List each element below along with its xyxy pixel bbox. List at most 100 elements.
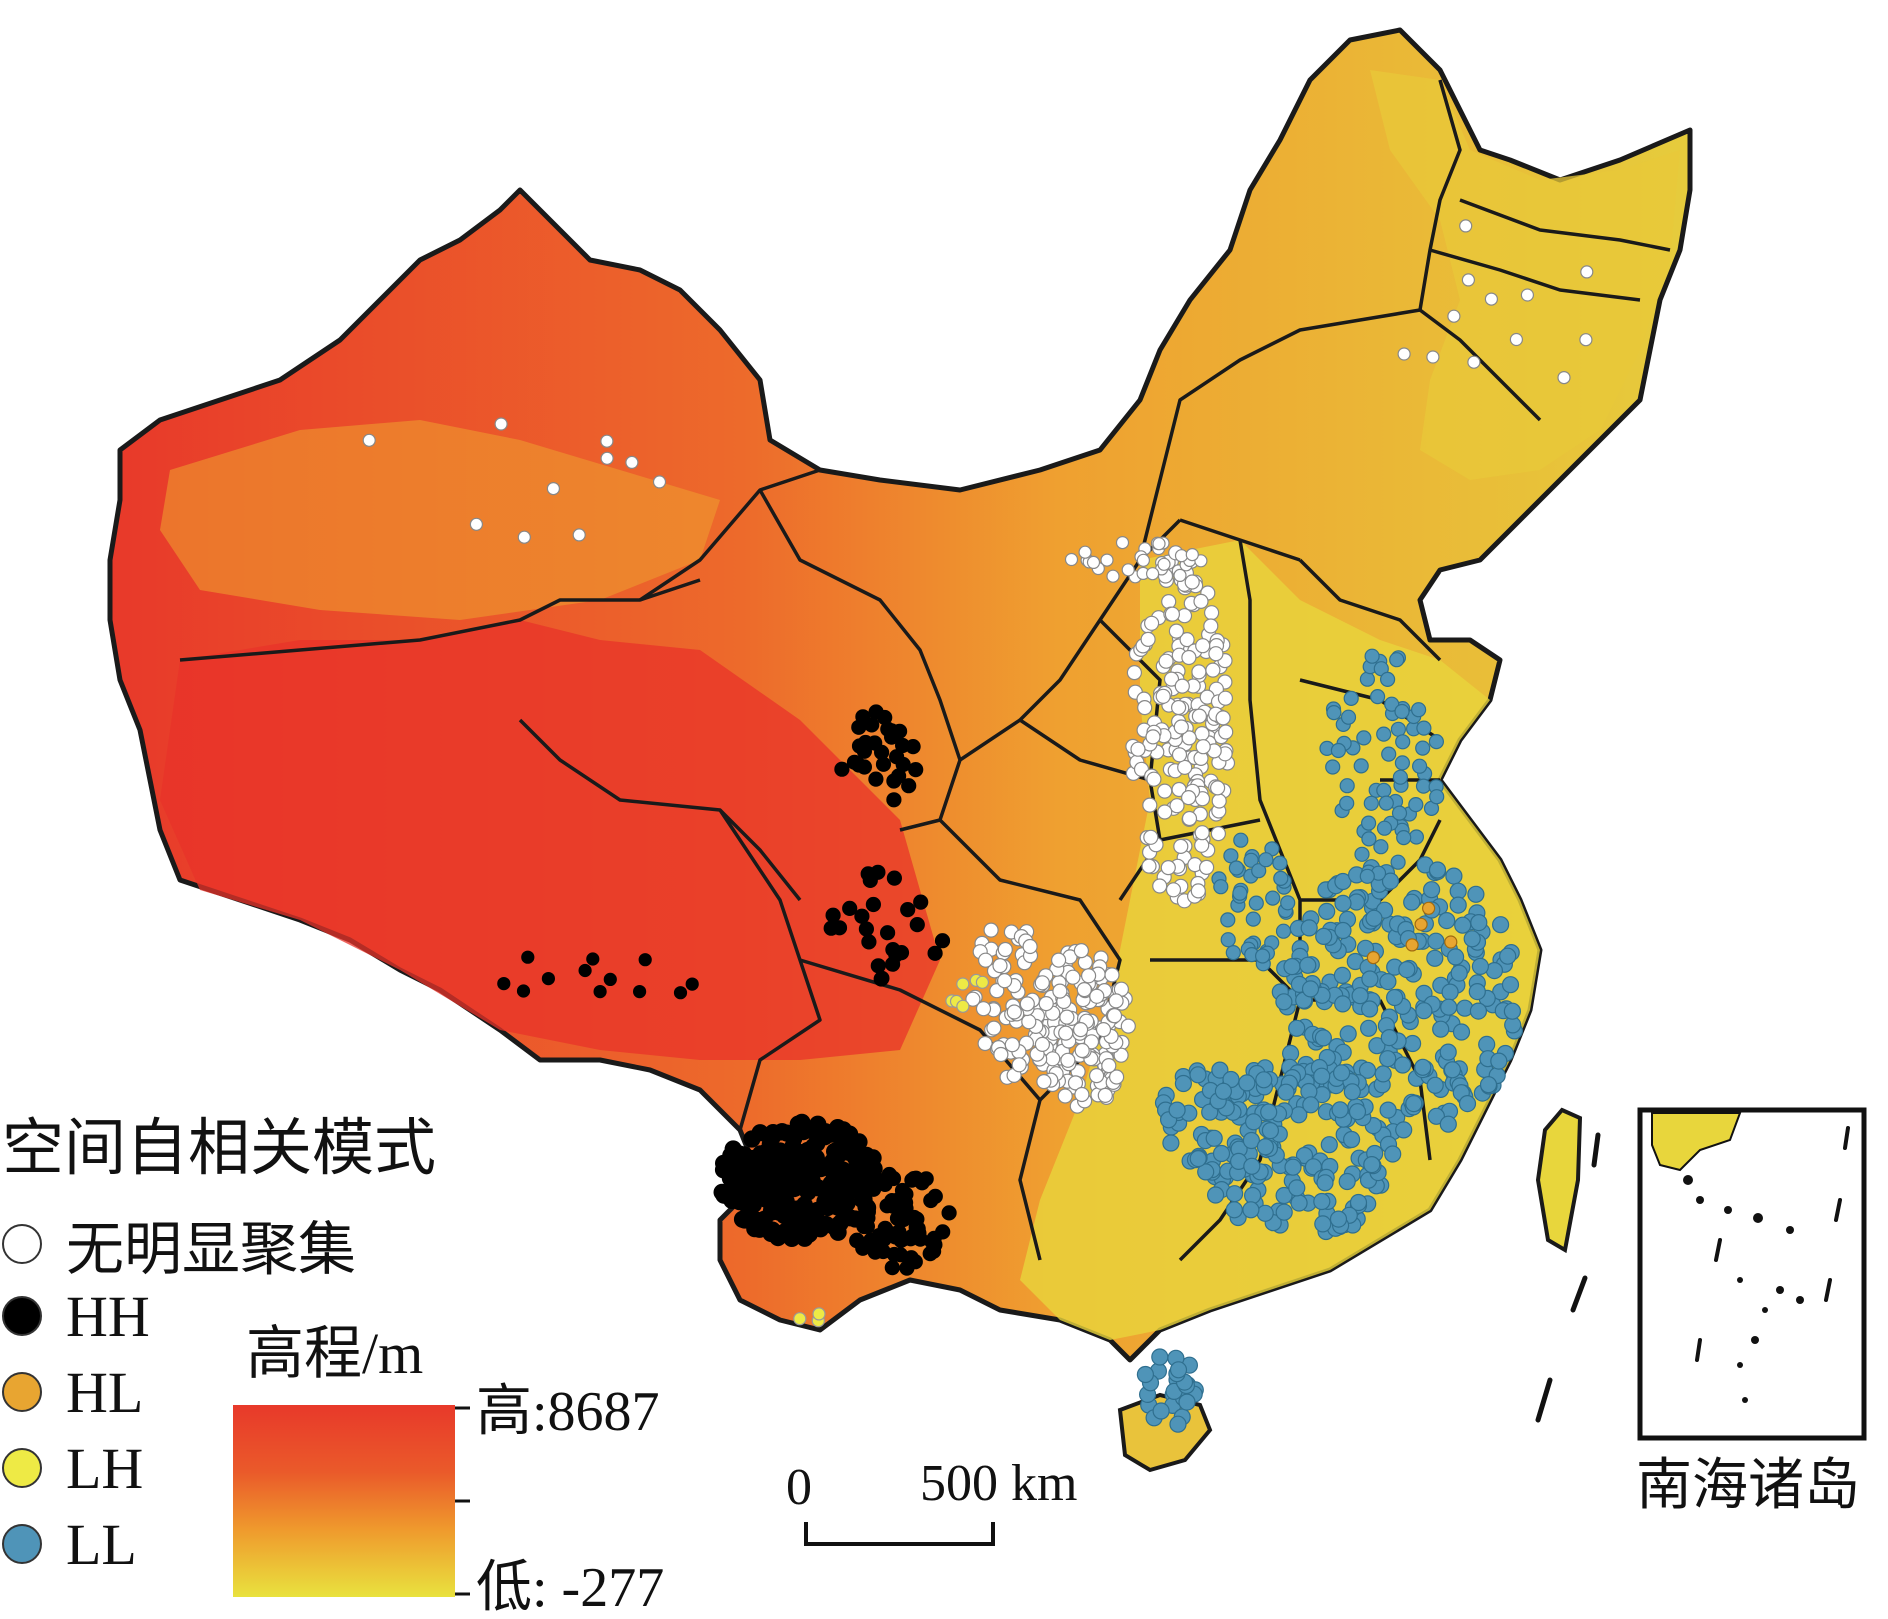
map-point-hl [1405,938,1419,952]
map-point-ll [1379,671,1396,688]
map-point-hh [870,958,886,974]
map-point-white [1072,1021,1089,1038]
map-point-white [1557,371,1571,385]
map-point-ll [1313,1192,1331,1211]
map-point-white [1484,292,1499,306]
map-point-white [1142,797,1158,813]
elevation-ticks [455,1406,470,1596]
map-point-ll [1422,881,1441,899]
map-point-ll [1288,1019,1306,1037]
map-point-ll [1243,1186,1262,1205]
map-point-hh [730,1193,749,1211]
map-point-white [1157,804,1173,820]
map-point-white [1157,783,1173,799]
south-china-sea-inset [1637,1107,1867,1441]
map-point-ll [1251,863,1267,879]
map-point-white [1165,882,1182,898]
legend-label: LL [66,1511,137,1577]
map-point-white [1126,664,1143,681]
map-point-white [1185,547,1199,562]
map-point-white [1050,952,1067,968]
map-point-white [625,455,639,469]
map-point-white [1157,557,1171,571]
map-point-white [1036,1073,1052,1090]
map-point-hh [632,984,647,999]
map-point-white [494,417,508,431]
map-point-hh [833,1160,851,1179]
map-point-hh [823,920,839,936]
map-point-hh [934,933,951,949]
map-point-hh [905,738,921,755]
map-point-white [1065,969,1081,985]
map-point-ll [1439,1115,1457,1133]
map-point-hh [842,900,858,917]
map-point-white [965,991,981,1007]
northeast-lowland-shade [1370,70,1680,480]
map-point-hh [927,1188,943,1205]
map-point-ll [1318,902,1336,921]
map-point-white [1164,606,1181,622]
map-point-ll [1334,921,1352,940]
map-point-ll [1272,855,1288,871]
map-point-hh [816,1123,835,1141]
map-point-ll [1315,927,1333,946]
map-point-white [1073,942,1090,959]
map-point-white [1193,593,1209,610]
map-point-ll [1427,1107,1446,1125]
map-point-ll [1258,852,1274,868]
map-point-ll [1458,1094,1477,1113]
map-point-ll [1408,796,1424,813]
map-point-white [1067,1075,1084,1091]
map-point-white [1086,555,1101,570]
map-point-white [1520,288,1535,302]
map-point-white [1113,1047,1129,1063]
map-point-ll [1440,998,1458,1016]
map-point-white [1097,1087,1113,1104]
map-point-ll [1211,1061,1229,1079]
map-point-white [1163,671,1180,687]
map-point-white [1171,747,1188,763]
map-point-ll [1295,1146,1314,1165]
map-point-ll [1438,911,1456,930]
map-point-hh [825,1174,843,1192]
map-point-hh [873,971,889,987]
map-point-white [1011,1057,1027,1073]
map-point-white [993,1046,1009,1063]
map-point-ll [1390,854,1406,870]
map-point-ll [1255,1071,1273,1089]
map-point-hh [861,934,877,950]
map-point-ll [1463,930,1481,948]
map-point-white [1022,938,1038,955]
map-point-white [1108,1069,1125,1085]
map-point-ll [1415,778,1432,794]
map-point-hh [497,976,511,991]
elevation-title: 高程/m [246,1321,424,1386]
map-point-white [1136,553,1151,567]
map-point-ll [1479,1076,1498,1094]
elevation-high-label: 高:8687 [476,1381,660,1443]
map-point-ll [1325,759,1341,775]
map-point-white [1205,662,1221,678]
map-point-ll [1398,960,1416,979]
map-point-white [1034,1036,1051,1053]
map-point-white [1580,265,1594,279]
map-point-ll [1443,1061,1462,1079]
map-point-ll [1326,704,1342,721]
map-point-white [1130,741,1146,757]
map-point-hh [901,778,917,794]
map-point-ll [1360,815,1377,831]
map-point-hh [864,717,880,733]
map-point-ll [1299,956,1317,974]
map-point-hh [900,901,916,918]
map-point-ll [1374,1065,1392,1083]
map-point-ll [1233,832,1249,848]
map-point-ll [1220,932,1236,948]
map-point-white [1215,710,1231,726]
map-point-hh [851,719,867,735]
map-point-white [1173,838,1189,855]
map-point-ll [1242,1131,1261,1150]
map-point-hh [885,1170,902,1187]
map-point-white [1052,983,1068,999]
map-point-ll [1380,1028,1398,1047]
